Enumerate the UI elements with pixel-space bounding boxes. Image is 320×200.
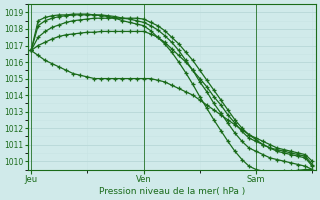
X-axis label: Pression niveau de la mer( hPa ): Pression niveau de la mer( hPa )	[99, 187, 245, 196]
